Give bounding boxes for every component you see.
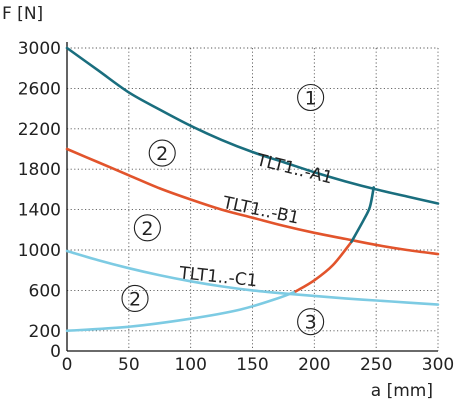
curve-labels: TLT1..-A1 TLT1..-B1 TLT1..-C1 (177, 150, 334, 291)
boundary-segment-0 (65, 290, 298, 333)
region-number-3: 2 (129, 288, 141, 310)
series-line-1 (65, 147, 440, 256)
x-tick-labels: 0 50 100 150 200 250 300 (62, 355, 455, 375)
axes (66, 42, 438, 352)
y-tick-label-0: 0 (50, 342, 61, 362)
y-tick-label-8: 3000 (18, 39, 61, 59)
series-lines (65, 46, 440, 306)
region-number-4: 3 (305, 312, 317, 334)
region-number-2: 2 (141, 218, 153, 240)
curve-label-2: TLT1..-C1 (177, 263, 258, 291)
x-tick-label-5: 250 (360, 355, 392, 375)
x-tick-label-1: 50 (118, 355, 140, 375)
region-circle-3 (121, 284, 149, 313)
x-tick-label-0: 0 (62, 355, 73, 375)
region-marker-4: 3 (297, 308, 325, 336)
grid (66, 47, 439, 351)
x-tick-label-6: 300 (422, 355, 454, 375)
y-tick-label-5: 1800 (18, 160, 61, 180)
curve-label-1: TLT1..-B1 (220, 193, 301, 229)
curve-label-0: TLT1..-A1 (253, 150, 334, 188)
x-tick-label-2: 100 (174, 355, 206, 375)
series-line-2 (65, 249, 440, 306)
region-marker-0: 1 (297, 83, 325, 112)
y-tick-label-7: 2600 (18, 79, 61, 99)
boundary-segment-1 (294, 240, 353, 293)
region-number-1: 2 (156, 143, 168, 165)
y-tick-label-2: 600 (29, 281, 61, 301)
y-tick-label-4: 1400 (18, 201, 61, 221)
y-tick-label-1: 200 (29, 322, 61, 342)
y-axis-label: F [N] (2, 4, 43, 24)
region-marker-2: 2 (133, 214, 161, 242)
y-tick-label-3: 1000 (18, 241, 61, 261)
series-line-0 (65, 46, 440, 205)
y-tick-label-6: 2200 (18, 120, 61, 140)
region-circle-0 (297, 83, 325, 112)
region-marker-3: 2 (121, 284, 149, 313)
x-tick-label-3: 150 (236, 355, 268, 375)
region-markers: 1 2 2 2 3 (121, 83, 325, 336)
region-circle-1 (148, 139, 176, 167)
x-axis-label: a [mm] (371, 381, 433, 401)
region-circle-2 (133, 214, 161, 242)
region-marker-1: 2 (148, 139, 176, 167)
region-number-0: 1 (305, 87, 317, 109)
region-circle-4 (297, 308, 325, 336)
x-tick-label-4: 200 (298, 355, 330, 375)
boundary-curve (65, 186, 375, 333)
boundary-segment-2 (350, 186, 375, 244)
